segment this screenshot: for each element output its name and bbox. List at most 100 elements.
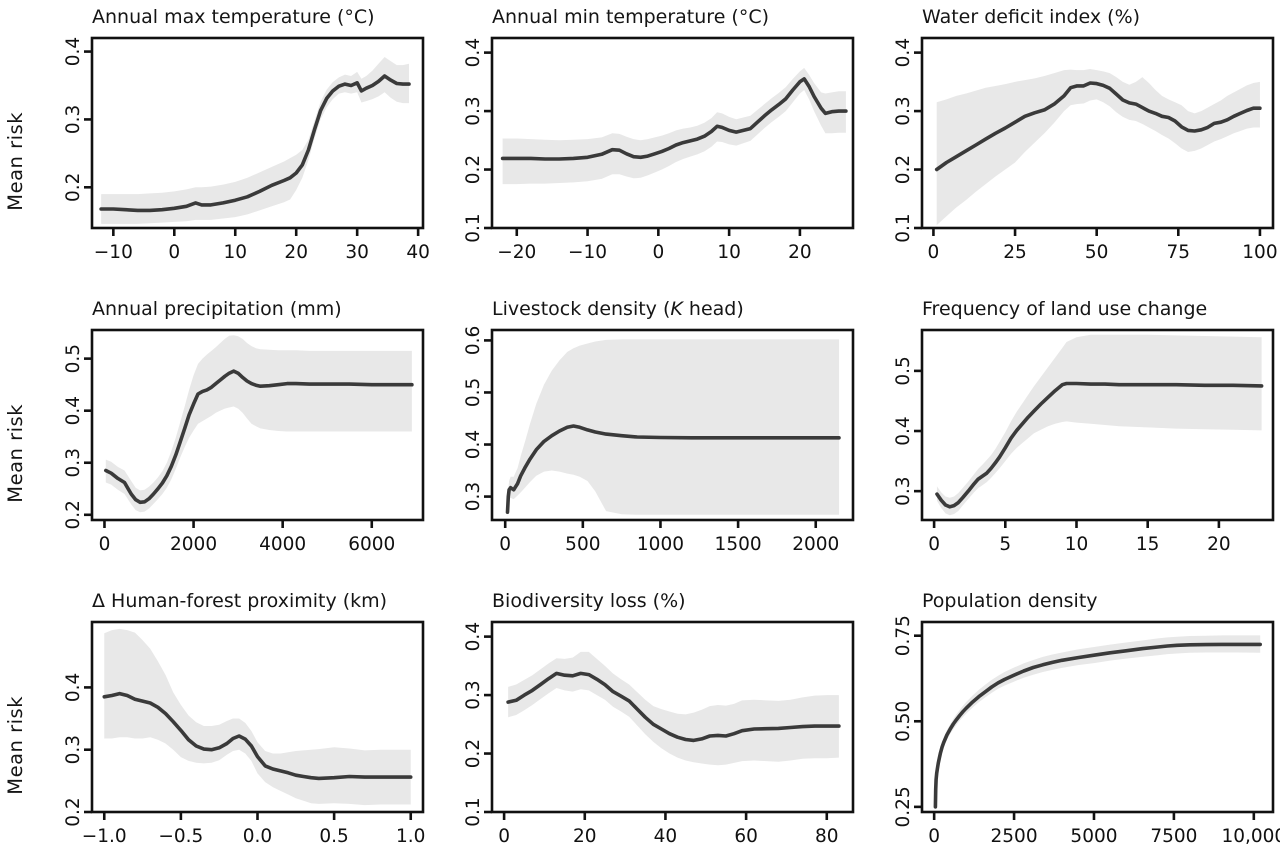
- plot-frequency-of-land-use-change: 0 5 10 15 20 0.3 0.4 0.5: [893, 328, 1275, 555]
- chart-delta-human-forest-proximity: Δ Human-forest proximity (km) Mean risk …: [0, 586, 430, 848]
- chart-water-deficit-index: Water deficit index (%) 0 25 50 75 100 0.1 0.2…: [860, 2, 1280, 264]
- svg-text:0.4: 0.4: [63, 673, 84, 702]
- figure-row-2: Annual precipitation (mm) Mean risk 0 200…: [0, 294, 1280, 556]
- svg-text:0: 0: [498, 826, 510, 847]
- chart-title: Frequency of land use change: [922, 294, 1280, 324]
- svg-text:0.1: 0.1: [893, 213, 914, 242]
- y-axis-label: Mean risk: [3, 403, 27, 503]
- chart-annual-precipitation: Annual precipitation (mm) Mean risk 0 200…: [0, 294, 430, 556]
- svg-text:0: 0: [99, 534, 111, 555]
- figure-row-1: Annual max temperature (°C) Mean risk −1…: [0, 2, 1280, 264]
- svg-text:60: 60: [734, 826, 758, 847]
- chart-title: Δ Human-forest proximity (km): [92, 586, 430, 616]
- svg-text:0.3: 0.3: [893, 476, 914, 505]
- svg-text:0.4: 0.4: [63, 396, 84, 425]
- chart-title-italic: K: [670, 298, 683, 320]
- svg-text:0: 0: [652, 242, 664, 263]
- svg-text:0.4: 0.4: [893, 416, 914, 445]
- svg-text:10: 10: [223, 242, 247, 263]
- chart-title-text: Δ Human-forest proximity (km): [92, 590, 388, 612]
- svg-text:0.4: 0.4: [463, 430, 484, 459]
- chart-title: Livestock density (K head): [492, 294, 860, 324]
- svg-text:0.4: 0.4: [463, 38, 484, 67]
- svg-text:0.4: 0.4: [463, 622, 484, 651]
- svg-text:10: 10: [1065, 534, 1089, 555]
- svg-text:−20: −20: [497, 242, 536, 263]
- svg-text:0.4: 0.4: [63, 37, 84, 66]
- figure-row-3: Δ Human-forest proximity (km) Mean risk …: [0, 586, 1280, 848]
- svg-text:0.2: 0.2: [463, 155, 484, 184]
- chart-annual-max-temperature: Annual max temperature (°C) Mean risk −1…: [0, 2, 430, 264]
- chart-title-text: Biodiversity loss (%): [492, 590, 686, 612]
- plot-water-deficit-index: 0 25 50 75 100 0.1 0.2 0.3 0.4: [893, 36, 1278, 263]
- svg-text:40: 40: [654, 826, 678, 847]
- plot-annual-min-temperature: −20 −10 0 10 20 0.1 0.2 0.3 0.4: [463, 36, 855, 263]
- plot-livestock-density: 0 500 1000 1500 2000 0.3 0.4 0.5 0.6: [463, 326, 855, 555]
- plot-population-density: 0 2500 5000 7500 10,000 0.25 0.50 0.75: [893, 616, 1280, 847]
- svg-text:0.50: 0.50: [893, 701, 914, 742]
- chart-title: Annual min temperature (°C): [492, 2, 860, 32]
- svg-text:1.0: 1.0: [396, 826, 425, 847]
- chart-biodiversity-loss: Biodiversity loss (%) 0 20 40 60 80 0.1 0.2 0.3…: [430, 586, 860, 848]
- chart-title: Water deficit index (%): [922, 2, 1280, 32]
- chart-title-text: Annual max temperature (°C): [92, 6, 375, 28]
- svg-text:30: 30: [345, 242, 369, 263]
- chart-title: Annual max temperature (°C): [92, 2, 430, 32]
- svg-text:20: 20: [284, 242, 308, 263]
- svg-text:0.3: 0.3: [63, 735, 84, 764]
- svg-text:0: 0: [928, 242, 940, 263]
- svg-text:0.3: 0.3: [463, 96, 484, 125]
- svg-text:0.5: 0.5: [319, 826, 348, 847]
- svg-text:15: 15: [1136, 534, 1160, 555]
- svg-text:0.5: 0.5: [63, 344, 84, 373]
- svg-text:20: 20: [573, 826, 597, 847]
- svg-text:40: 40: [406, 242, 430, 263]
- svg-text:−0.5: −0.5: [158, 826, 203, 847]
- chart-title-text: Annual precipitation (mm): [92, 298, 342, 320]
- svg-text:4000: 4000: [259, 534, 306, 555]
- svg-text:7500: 7500: [1150, 826, 1197, 847]
- chart-title-text: Water deficit index (%): [922, 6, 1141, 28]
- svg-text:10: 10: [717, 242, 741, 263]
- svg-text:0.3: 0.3: [63, 448, 84, 477]
- svg-text:25: 25: [1003, 242, 1027, 263]
- svg-text:20: 20: [788, 242, 812, 263]
- plot-annual-max-temperature: −10 0 10 20 30 40 0.2 0.3 0.4: [63, 36, 430, 263]
- svg-text:0.0: 0.0: [243, 826, 272, 847]
- plot-biodiversity-loss: 0 20 40 60 80 0.1 0.2 0.3 0.4: [463, 620, 855, 847]
- y-axis-label: Mean risk: [3, 111, 27, 211]
- svg-text:0.1: 0.1: [463, 797, 484, 826]
- svg-text:0: 0: [168, 242, 180, 263]
- chart-title-suffix: head): [682, 298, 744, 320]
- svg-text:50: 50: [1085, 242, 1109, 263]
- chart-annual-min-temperature: Annual min temperature (°C) −20 −10 0 10 20 0…: [430, 2, 860, 264]
- svg-text:1500: 1500: [715, 534, 762, 555]
- svg-text:6000: 6000: [348, 534, 395, 555]
- svg-text:0.5: 0.5: [463, 378, 484, 407]
- svg-text:75: 75: [1167, 242, 1191, 263]
- svg-text:0.2: 0.2: [893, 155, 914, 184]
- chart-livestock-density: Livestock density (K head) 0 500 1000 1500 2…: [430, 294, 860, 556]
- svg-text:0.6: 0.6: [463, 326, 484, 355]
- chart-title: Population density: [922, 586, 1280, 616]
- svg-text:−10: −10: [568, 242, 607, 263]
- plot-annual-precipitation: 0 2000 4000 6000 0.2 0.3 0.4 0.5: [63, 328, 425, 555]
- chart-frequency-of-land-use-change: Frequency of land use change 0 5 10 15 20 0.3…: [860, 294, 1280, 556]
- svg-text:0.3: 0.3: [463, 482, 484, 511]
- svg-text:−1.0: −1.0: [82, 826, 127, 847]
- svg-text:0: 0: [928, 534, 940, 555]
- chart-title: Annual precipitation (mm): [92, 294, 430, 324]
- svg-text:10,000: 10,000: [1221, 826, 1280, 847]
- svg-text:0: 0: [928, 826, 940, 847]
- svg-text:0.25: 0.25: [893, 786, 914, 827]
- svg-text:5: 5: [999, 534, 1011, 555]
- svg-text:0: 0: [499, 534, 511, 555]
- svg-text:0.1: 0.1: [463, 213, 484, 242]
- svg-text:0.2: 0.2: [63, 173, 84, 202]
- svg-text:80: 80: [815, 826, 839, 847]
- svg-text:0.2: 0.2: [63, 797, 84, 826]
- svg-text:0.3: 0.3: [63, 105, 84, 134]
- svg-text:0.3: 0.3: [893, 96, 914, 125]
- svg-text:0.4: 0.4: [893, 38, 914, 67]
